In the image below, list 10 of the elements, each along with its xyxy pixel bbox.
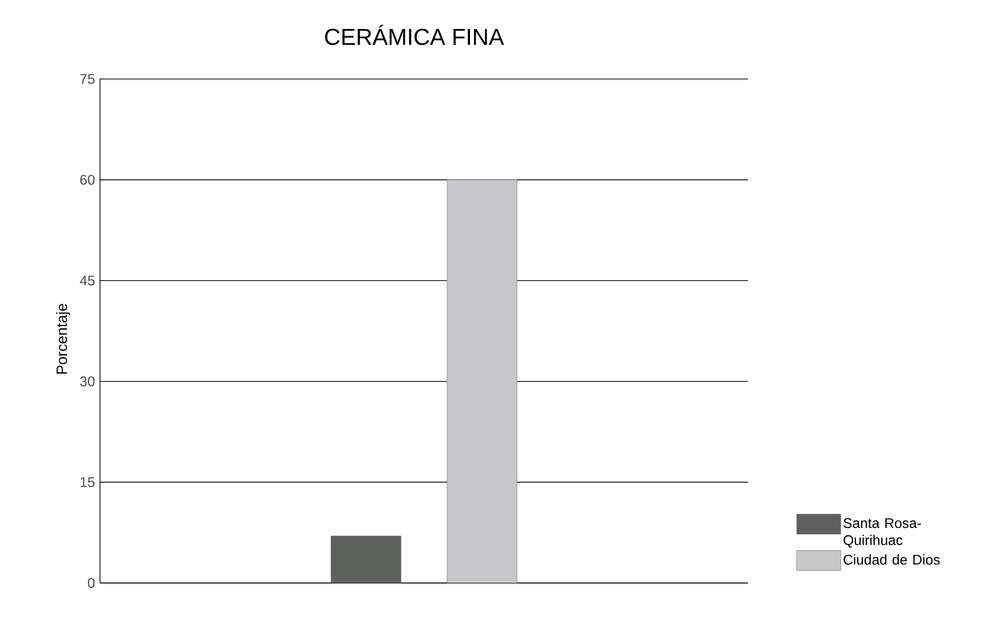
- y-tick-label: 60: [80, 174, 95, 185]
- y-tick-label: 75: [80, 74, 95, 84]
- y-tick-label: 15: [80, 477, 95, 488]
- chart-title: CERÁMICA FINA: [325, 24, 504, 46]
- y-tick-label: 30: [80, 376, 95, 386]
- y-tick-label: 45: [80, 276, 95, 286]
- y-axis-title: Porcentaje: [56, 304, 70, 374]
- y-tick-label: 0: [88, 578, 95, 588]
- legend-label: Ciudad de Dios: [844, 554, 940, 565]
- legend-label: Santa Rosa-Quirihuac: [844, 518, 921, 548]
